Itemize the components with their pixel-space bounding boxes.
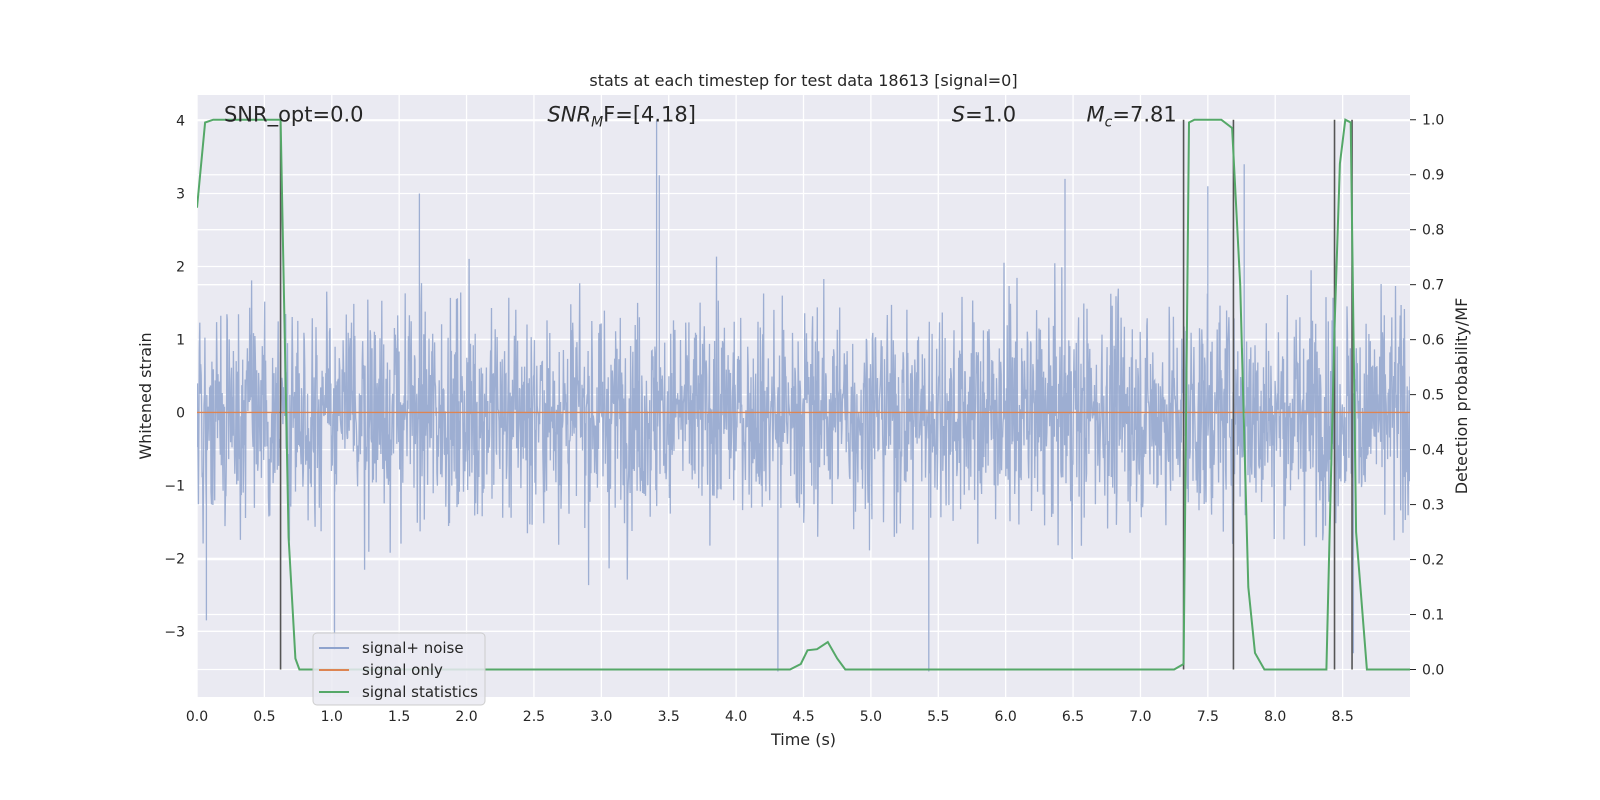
y-right-axis-label: Detection probability/MF xyxy=(1452,298,1471,495)
y-right-tick-label: 0.8 xyxy=(1422,223,1444,239)
x-tick-label: 5.0 xyxy=(860,709,882,725)
legend-label: signal statistics xyxy=(362,683,478,701)
x-tick-label: 1.0 xyxy=(321,709,343,725)
x-axis-label: Time (s) xyxy=(770,730,836,749)
y-right-tick-label: 0.5 xyxy=(1422,388,1444,404)
annotation-text: SNRMF=[4.18] xyxy=(547,103,696,131)
y-right-tick-label: 0.4 xyxy=(1422,443,1444,459)
y-tick-label: 2 xyxy=(176,259,185,275)
y-tick-label: −3 xyxy=(164,624,185,640)
legend: signal+ noise signal only signal statistic… xyxy=(312,632,486,706)
y-right-tick-label: 0.6 xyxy=(1422,333,1444,349)
x-tick-label: 0.0 xyxy=(186,709,208,725)
x-axis-ticks: 0.0 0.5 1.0 1.5 2.0 2.5 3.0 3.5 4.0 4.5 5.0 5.5 6.0 6… xyxy=(186,709,1354,725)
x-tick-label: 0.5 xyxy=(253,709,275,725)
x-tick-label: 2.0 xyxy=(455,709,477,725)
y-tick-label: −2 xyxy=(164,551,185,567)
legend-label: signal only xyxy=(362,661,443,679)
x-tick-label: 7.0 xyxy=(1129,709,1151,725)
x-tick-label: 8.5 xyxy=(1331,709,1353,725)
y-right-tick-label: 0.2 xyxy=(1422,553,1444,569)
annotations: SNR_opt=0.0 SNRMF=[4.18] S=1.0 Mc=7.81 xyxy=(224,103,1177,131)
x-tick-label: 8.0 xyxy=(1264,709,1286,725)
series-signal-statistics xyxy=(197,118,1410,671)
x-tick-label: 3.5 xyxy=(658,709,680,725)
y-right-tick-label: 0.0 xyxy=(1422,663,1444,679)
x-tick-label: 4.0 xyxy=(725,709,747,725)
x-tick-label: 4.5 xyxy=(792,709,814,725)
x-tick-label: 3.0 xyxy=(590,709,612,725)
y-right-tick-label: 0.7 xyxy=(1422,278,1444,294)
series-signal-noise xyxy=(197,120,1410,672)
y-axis-ticks: −3 −2 −1 0 1 2 3 4 xyxy=(164,114,185,641)
y-tick-label: 1 xyxy=(176,332,185,348)
chart-title: stats at each timestep for test data 186… xyxy=(589,71,1017,90)
y-right-tick-label: 0.1 xyxy=(1422,608,1444,624)
y-tick-label: 0 xyxy=(176,405,185,421)
annotation-text: Mc=7.81 xyxy=(1087,103,1177,131)
legend-label: signal+ noise xyxy=(362,639,464,657)
y-tick-label: 3 xyxy=(176,187,185,203)
annotation-text: S=1.0 xyxy=(952,103,1016,127)
x-tick-label: 7.5 xyxy=(1197,709,1219,725)
x-tick-label: 2.5 xyxy=(523,709,545,725)
y-tick-label: −1 xyxy=(164,478,185,494)
noise-line xyxy=(197,120,1410,672)
x-tick-label: 1.5 xyxy=(388,709,410,725)
x-tick-label: 6.0 xyxy=(995,709,1017,725)
y-right-tick-label: 0.9 xyxy=(1422,168,1444,184)
legend-box xyxy=(312,632,486,706)
annotation-text: SNR_opt=0.0 xyxy=(224,103,364,128)
x-tick-label: 6.5 xyxy=(1062,709,1084,725)
y-tick-label: 4 xyxy=(176,114,185,130)
y-right-tick-label: 0.3 xyxy=(1422,498,1444,514)
x-tick-label: 5.5 xyxy=(927,709,949,725)
y-right-axis-ticks: 0.0 0.1 0.2 0.3 0.4 0.5 0.6 0.7 0.8 0.9 1.0 xyxy=(1410,113,1444,679)
y-axis-label: Whitened strain xyxy=(136,332,155,459)
y-right-tick-label: 1.0 xyxy=(1422,113,1444,129)
signal-statistics-line xyxy=(197,118,1410,671)
